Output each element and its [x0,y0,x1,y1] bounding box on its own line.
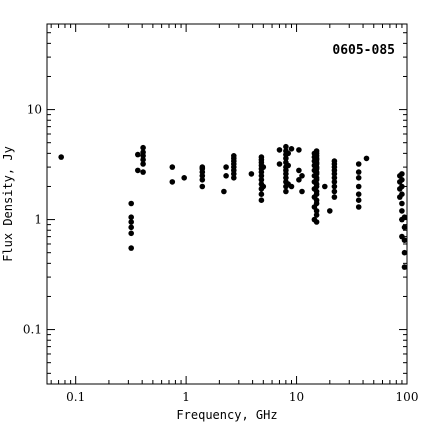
data-point [231,153,237,159]
data-point [283,143,289,150]
data-point [199,183,206,190]
x-tick-label: 0.1 [66,390,85,404]
data-point [401,237,408,243]
axis-ticks [47,23,408,384]
data-point [199,164,206,170]
data-point [313,212,320,218]
data-point [355,175,362,181]
data-point [58,154,64,160]
data-point [355,197,362,203]
data-point [331,194,338,200]
data-point [231,175,237,181]
plot-frame [46,23,408,385]
data-point [322,183,328,190]
data-point [399,183,405,190]
data-point [276,161,283,167]
data-point [327,208,333,214]
y-tick-labels: 0.1 1 10 [23,103,42,337]
y-tick-label: 1 [34,213,42,227]
data-point [313,197,320,203]
data-point [248,171,255,177]
data-point [401,224,408,231]
data-point [260,164,267,170]
x-axis-label: Frequency, GHz [176,408,277,422]
data-point [140,149,146,155]
data-point [313,219,320,225]
data-point [276,147,283,153]
y-axis-label: Flux Density, Jy [1,146,15,262]
source-name-label: 0605-085 [332,43,395,58]
data-point [169,164,176,170]
data-point [355,191,362,197]
data-point [128,245,134,251]
data-point [283,188,289,195]
data-point [313,188,320,195]
data-point [401,264,408,270]
data-point [258,197,265,203]
y-tick-label: 0.1 [23,323,42,337]
data-point [140,161,146,167]
data-point [296,177,302,183]
data-point [260,183,267,190]
data-point [313,175,320,181]
x-tick-label: 1 [182,390,190,404]
data-point [313,208,320,214]
data-point [296,167,302,174]
data-point [258,177,265,183]
data-point [135,167,141,174]
data-point [288,183,295,190]
data-point [399,200,405,207]
data-point [355,204,362,210]
data-point [223,173,229,179]
data-point [223,164,229,170]
data-point [199,177,206,183]
data-point [135,151,141,158]
x-tick-label: 10 [289,390,304,404]
data-point [313,148,320,154]
data-points [58,143,408,270]
data-point [128,224,134,231]
data-point [399,191,405,197]
data-point [169,179,176,185]
data-point [355,169,362,175]
data-point [331,158,338,164]
data-point [331,188,338,195]
data-point [181,175,187,181]
data-point [128,230,134,237]
data-point [401,214,408,220]
y-tick-label: 10 [27,103,42,117]
x-tick-label: 100 [396,390,419,404]
data-point [399,208,405,214]
data-point [258,154,265,160]
data-point [313,181,320,187]
data-point [296,147,302,153]
data-point [331,183,338,190]
data-point [140,144,146,151]
data-point [140,156,146,163]
data-point [363,155,370,162]
data-point [299,173,305,179]
data-point [128,214,134,220]
data-point [285,150,292,157]
data-point [355,183,362,190]
data-point [221,188,227,195]
data-point [299,188,305,195]
data-point [128,219,134,225]
data-point [258,191,265,197]
data-point [128,200,134,207]
data-point [399,171,405,177]
data-point [331,175,338,181]
data-point [285,162,292,169]
data-point [355,161,362,167]
x-tick-labels: 0.1 1 10 100 [66,390,418,404]
data-point [140,169,146,175]
data-point [399,177,405,183]
data-point [401,249,408,256]
data-point [331,179,338,185]
data-point [288,146,295,152]
data-point [283,175,289,181]
